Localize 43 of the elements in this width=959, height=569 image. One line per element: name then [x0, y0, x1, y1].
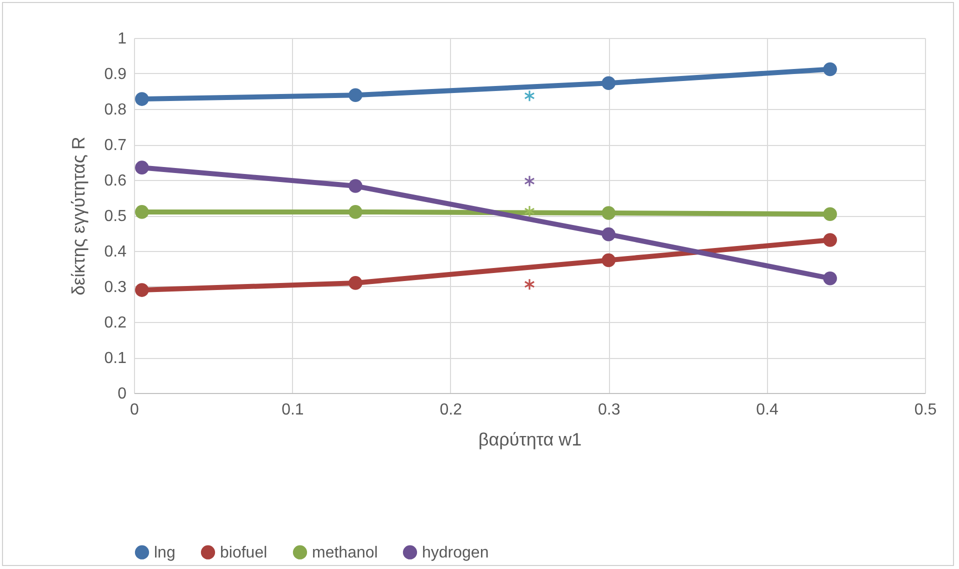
- point: [602, 253, 616, 268]
- y-tick-label: 0.4: [104, 244, 127, 260]
- point: [348, 276, 362, 290]
- y-tick-label: 0.2: [104, 314, 127, 332]
- y-axis-title: δείκτης εγγύτητας R: [68, 136, 88, 296]
- legend-label: biofuel: [220, 544, 268, 562]
- x-tick-label: 0.1: [282, 402, 304, 418]
- y-tick-label: 0.9: [104, 66, 127, 83]
- y-tick-label: 0.1: [104, 350, 127, 367]
- point: [135, 160, 149, 174]
- x-axis-title: βαρύτητα w1: [478, 430, 582, 450]
- point: [602, 227, 616, 242]
- legend-label: lng: [154, 544, 176, 562]
- y-tick-label: 0.5: [104, 208, 127, 225]
- point: [524, 175, 535, 188]
- point: [135, 205, 149, 219]
- point: [348, 205, 362, 219]
- y-tick-label: 0.8: [104, 102, 127, 118]
- x-tick-label: 0.5: [914, 402, 937, 418]
- x-tick-label: 0.3: [598, 402, 620, 418]
- point: [524, 90, 535, 102]
- point: [823, 271, 837, 286]
- point: [823, 62, 837, 76]
- legend-label: methanol: [312, 544, 378, 562]
- x-tick-label: 0.2: [440, 402, 462, 418]
- point: [823, 233, 837, 247]
- point: [524, 205, 535, 218]
- point: [602, 206, 616, 220]
- y-tick-label: 0.6: [104, 172, 127, 190]
- point: [524, 278, 535, 290]
- point: [348, 179, 362, 193]
- point: [823, 207, 837, 221]
- y-tick-label: 1: [118, 30, 127, 48]
- y-tick-label: 0.7: [104, 137, 127, 154]
- y-tick-label: 0.3: [104, 279, 127, 296]
- point: [135, 283, 149, 297]
- legend-label: hydrogen: [422, 544, 489, 562]
- point: [135, 92, 149, 106]
- x-tick-label: 0.4: [756, 402, 779, 418]
- point: [602, 76, 616, 90]
- y-tick-label: 0: [118, 386, 127, 402]
- x-tick-label: 0: [130, 402, 140, 418]
- point: [348, 88, 362, 102]
